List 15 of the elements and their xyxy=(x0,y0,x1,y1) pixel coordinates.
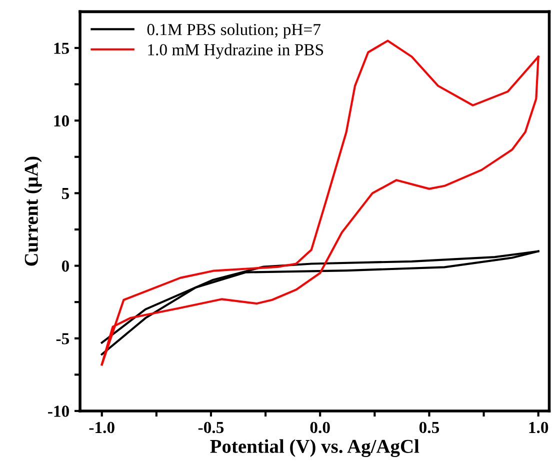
x-tick-label: 0.0 xyxy=(310,422,330,434)
legend-label: 0.1M PBS solution; pH=7 xyxy=(147,23,320,39)
x-axis-title: Potential (V) vs. Ag/AgCl xyxy=(210,439,420,458)
legend-label: 1.0 mM Hydrazine in PBS xyxy=(148,44,323,59)
y-axis-title: Current (µA) xyxy=(24,156,42,266)
y-tick-label: -5 xyxy=(56,333,70,344)
x-tick-label: -0.5 xyxy=(198,422,224,434)
y-tick-label: 0 xyxy=(62,260,69,272)
x-tick-label: 1.0 xyxy=(529,422,548,434)
x-tick-label: 0.5 xyxy=(419,422,440,434)
y-tick-label: 15 xyxy=(54,42,70,54)
y-tick-label: -10 xyxy=(48,406,69,417)
y-tick-label: 10 xyxy=(54,115,69,127)
x-tick-label: -1.0 xyxy=(89,422,114,434)
y-tick-label: 5 xyxy=(62,188,70,200)
